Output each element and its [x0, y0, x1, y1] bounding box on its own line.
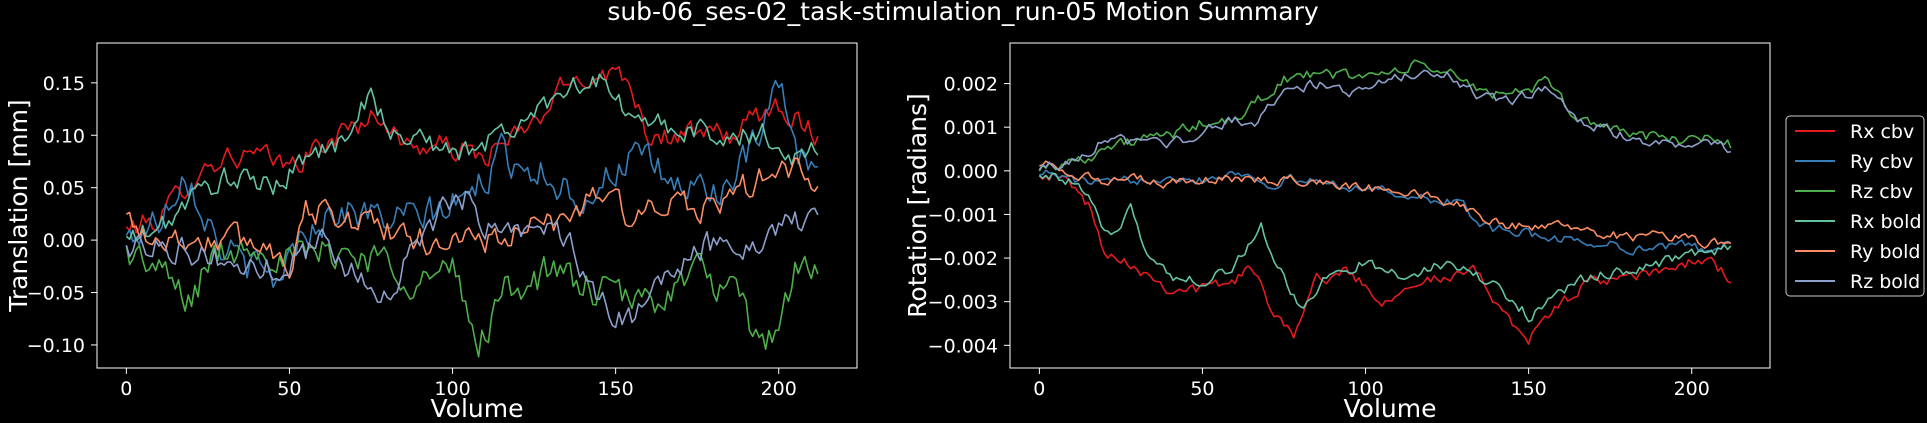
y-tick-label: −0.10 [27, 335, 85, 357]
rotation-x-ticks: 0 50 100 150 200 [1033, 368, 1710, 400]
legend-entry-label: Rx cbv [1850, 121, 1914, 143]
x-tick-label: 0 [120, 378, 132, 400]
series-line-rz-bold [125, 191, 819, 329]
translation-x-axis-label: Volume [431, 394, 524, 423]
rotation-plot: 0 50 100 150 200 −0.004 −0.003 −0.002 −0.001 0.0… [903, 42, 1771, 423]
legend-entry-label: Ry cbv [1850, 151, 1913, 173]
series-line-rx-bold [125, 73, 819, 242]
translation-x-ticks: 0 50 100 150 200 [120, 368, 797, 400]
y-tick-label: −0.004 [928, 335, 998, 357]
series-line-rx-cbv [125, 66, 819, 234]
y-tick-label: 0.10 [43, 125, 85, 147]
rotation-series-lines [1038, 59, 1732, 345]
x-tick-label: 50 [277, 378, 301, 400]
legend-entry-label: Rx bold [1850, 211, 1922, 233]
series-line-ry-bold [125, 157, 819, 279]
x-tick-label: 150 [1510, 378, 1546, 400]
y-tick-label: 0.001 [944, 117, 998, 139]
legend: Rx cbv Ry cbv Rz cbv Rx bold Ry bold Rz bold [1785, 115, 1925, 297]
series-line-ry-cbv [125, 79, 818, 288]
legend-box [1785, 115, 1925, 297]
y-tick-label: 0.000 [944, 161, 998, 183]
figure-title: sub-06_ses-02_task-stimulation_run-05 Mo… [607, 0, 1319, 26]
x-tick-label: 100 [434, 378, 470, 400]
translation-y-ticks: −0.10 −0.05 0.00 0.05 0.10 0.15 [27, 73, 97, 357]
rotation-x-axis-label: Volume [1344, 394, 1437, 423]
y-tick-label: −0.002 [928, 248, 998, 270]
x-tick-label: 150 [597, 378, 633, 400]
series-line-rx-cbv [1038, 172, 1732, 345]
x-tick-label: 100 [1347, 378, 1383, 400]
y-tick-label: 0.05 [43, 178, 85, 200]
series-line-rz-cbv [125, 239, 819, 358]
x-tick-label: 200 [1674, 378, 1710, 400]
x-tick-label: 50 [1190, 378, 1214, 400]
y-tick-label: 0.002 [944, 74, 998, 96]
y-tick-label: −0.003 [928, 292, 998, 314]
y-tick-label: −0.001 [928, 204, 998, 226]
translation-series-lines [125, 66, 819, 358]
x-tick-label: 200 [761, 378, 797, 400]
y-tick-label: −0.05 [27, 283, 85, 305]
translation-plot: 0 50 100 150 200 −0.10−0.050.000.050.100.15 … [4, 42, 858, 423]
series-line-rx-bold [1038, 172, 1732, 323]
y-tick-label: 0.15 [43, 73, 85, 95]
series-line-rz-cbv [1038, 59, 1732, 172]
y-tick-label: 0.00 [43, 230, 85, 252]
rotation-y-ticks: −0.004 −0.003 −0.002 −0.001 0.000 0.001 0.002 [928, 74, 1010, 357]
rotation-y-axis-label: Rotation [radians] [903, 93, 932, 318]
series-line-ry-bold [1039, 160, 1731, 249]
series-line-rz-bold [1038, 69, 1731, 171]
translation-y-axis-label: Translation [mm] [4, 99, 33, 312]
x-tick-label: 0 [1033, 378, 1045, 400]
legend-entry-label: Rz bold [1850, 271, 1920, 293]
rotation-plot-frame [1009, 42, 1771, 369]
translation-plot-frame [96, 42, 858, 369]
legend-entry-label: Rz cbv [1850, 181, 1913, 203]
legend-entry-label: Ry bold [1850, 241, 1920, 263]
